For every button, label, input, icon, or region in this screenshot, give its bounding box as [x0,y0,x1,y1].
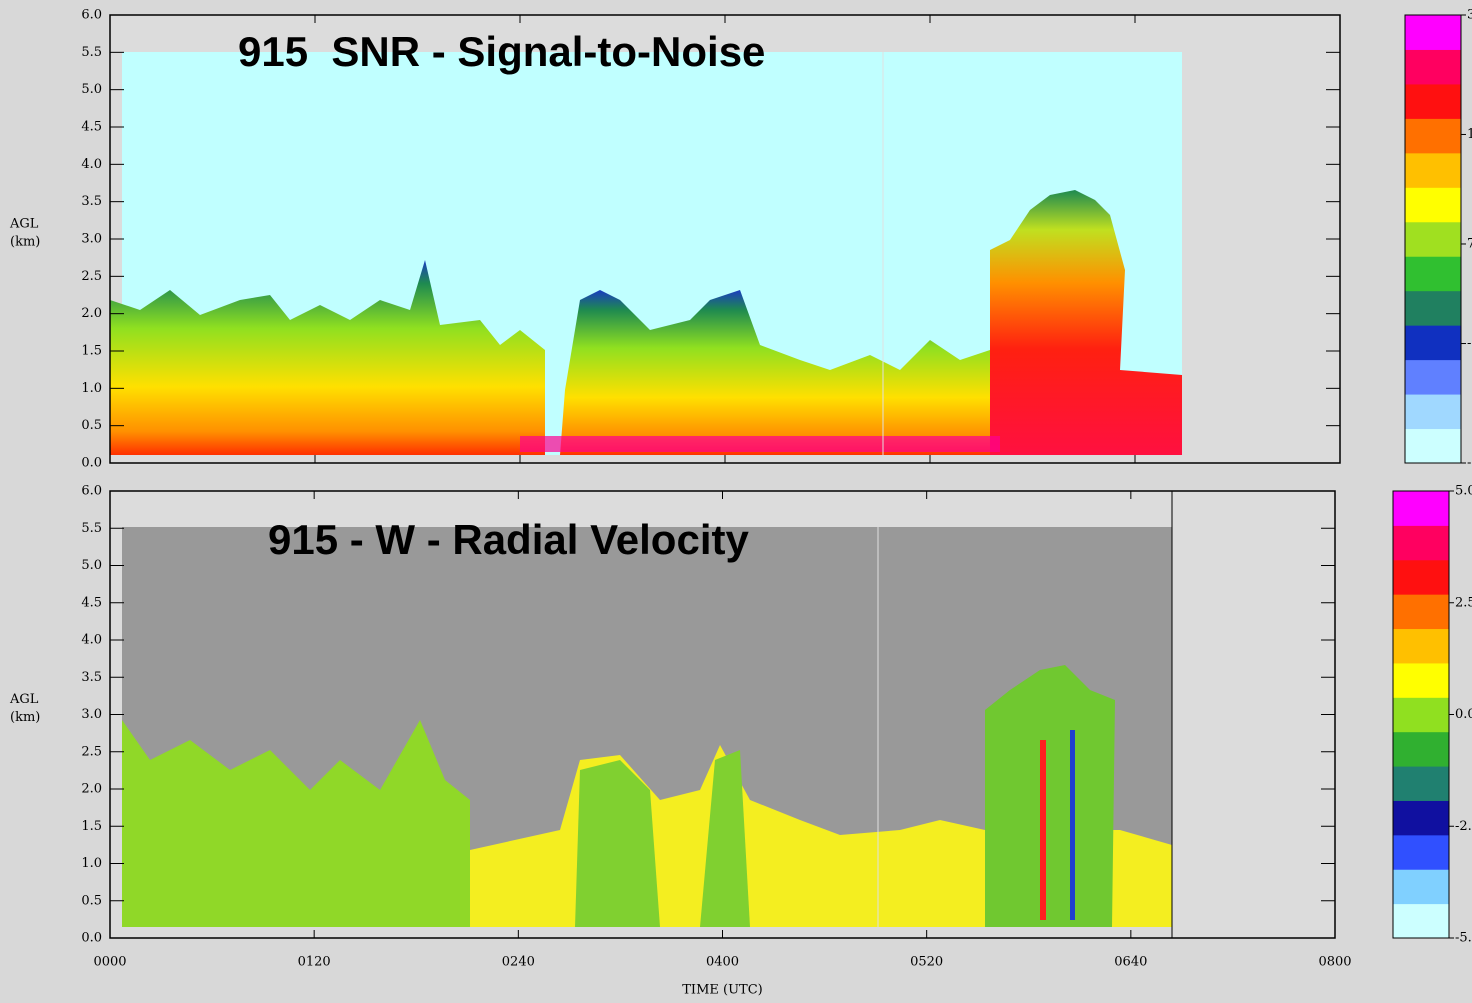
colorbar-tick-label: 30 [1467,8,1472,23]
y-tick-label: 2.0 [81,782,102,797]
y-tick-label: 5.0 [81,558,102,573]
echo [575,760,660,927]
x-tick-label: 0520 [910,955,943,970]
x-axis-label: TIME (UTC) [682,983,762,998]
colorbar-tick-label: 5.0 [1455,484,1472,499]
colorbar-swatch [1405,325,1461,361]
y-tick-label: 4.5 [81,120,102,135]
echo [110,260,545,455]
colorbar-swatch [1393,662,1449,698]
colorbar-swatch [1393,869,1449,905]
y-tick-label: 0.5 [81,418,102,433]
echo [990,190,1182,455]
colorbar-frame [1404,14,1462,464]
colorbar-swatch [1393,628,1449,664]
colorbar-tick-label: -15 [1467,456,1472,471]
colorbar-swatch [1393,525,1449,561]
y-tick-label: 1.5 [81,819,102,834]
colorbar-swatch [1405,15,1461,50]
colorbar-tick-label: 18 [1467,127,1472,142]
echo [985,665,1115,927]
y-axis-label: AGL [9,692,39,707]
x-tick-label: 0240 [502,955,535,970]
colorbar-swatch [1393,559,1449,595]
colorbar-tick-label: 2.5 [1455,595,1472,610]
colorbar-swatch [1405,118,1461,154]
y-axis-label: AGL [9,217,39,232]
colorbar-swatch [1393,731,1449,767]
y-tick-label: 2.5 [81,269,102,284]
colorbar-swatch [1405,187,1461,223]
y-tick-label: 3.5 [81,194,102,209]
colorbar-tick-label: 7 [1467,236,1472,251]
y-tick-label: 0.5 [81,893,102,908]
colorbar-swatch [1393,766,1449,801]
y-tick-label: 0.0 [81,931,102,946]
colorbar-tick-label: -5.0 [1455,931,1472,946]
x-tick-label: 0400 [706,955,739,970]
y-tick-label: 3.0 [81,707,102,722]
y-axis-label: (km) [10,235,40,250]
y-tick-label: 4.0 [81,633,102,648]
colorbar-swatch [1393,903,1449,939]
chart-title: 915 SNR - Signal-to-Noise [238,28,765,75]
y-axis-label: (km) [10,710,40,725]
colorbar-swatch [1405,428,1461,464]
colorbar-swatch [1405,394,1461,430]
colorbar-swatch [1393,594,1449,630]
snr-field [110,52,1182,455]
colorbar-swatch [1405,152,1461,188]
y-tick-label: 2.5 [81,744,102,759]
colorbar-swatch [1405,256,1461,292]
y-tick-label: 4.5 [81,595,102,610]
y-tick-label: 6.0 [81,484,102,499]
y-tick-label: 2.0 [81,306,102,321]
y-tick-label: 3.5 [81,670,102,685]
echo [520,436,1000,452]
colorbar-swatch [1393,697,1449,733]
echo [700,750,750,927]
x-tick-label: 0800 [1318,955,1351,970]
colorbar-tick-label: -3 [1467,336,1472,351]
y-tick-label: 5.5 [81,521,102,536]
echo [122,720,470,927]
velocity-field [122,491,1173,938]
chart-title: 915 - W - Radial Velocity [268,516,749,563]
colorbar-swatch [1393,834,1449,870]
colorbar-swatch [1405,83,1461,119]
streak [1070,730,1075,920]
colorbar-swatch [1405,290,1461,326]
y-tick-label: 6.0 [81,8,102,23]
y-tick-label: 0.0 [81,456,102,471]
streak [1040,740,1046,920]
y-tick-label: 1.0 [81,381,102,396]
colorbar-swatch [1393,800,1449,836]
colorbar-swatch [1405,49,1461,85]
y-tick-label: 4.0 [81,157,102,172]
x-tick-label: 0120 [298,955,331,970]
colorbar-swatch [1393,491,1449,526]
y-tick-label: 1.0 [81,856,102,871]
colorbar-tick-label: -2.5 [1455,819,1472,834]
y-tick-label: 5.5 [81,45,102,60]
y-tick-label: 3.0 [81,232,102,247]
y-tick-label: 1.5 [81,344,102,359]
colorbar-swatch [1405,359,1461,395]
x-tick-label: 0640 [1114,955,1147,970]
y-tick-label: 5.0 [81,82,102,97]
colorbar-tick-label: 0.0 [1455,707,1472,722]
colorbar-swatch [1405,221,1461,257]
x-tick-label: 0000 [93,955,126,970]
